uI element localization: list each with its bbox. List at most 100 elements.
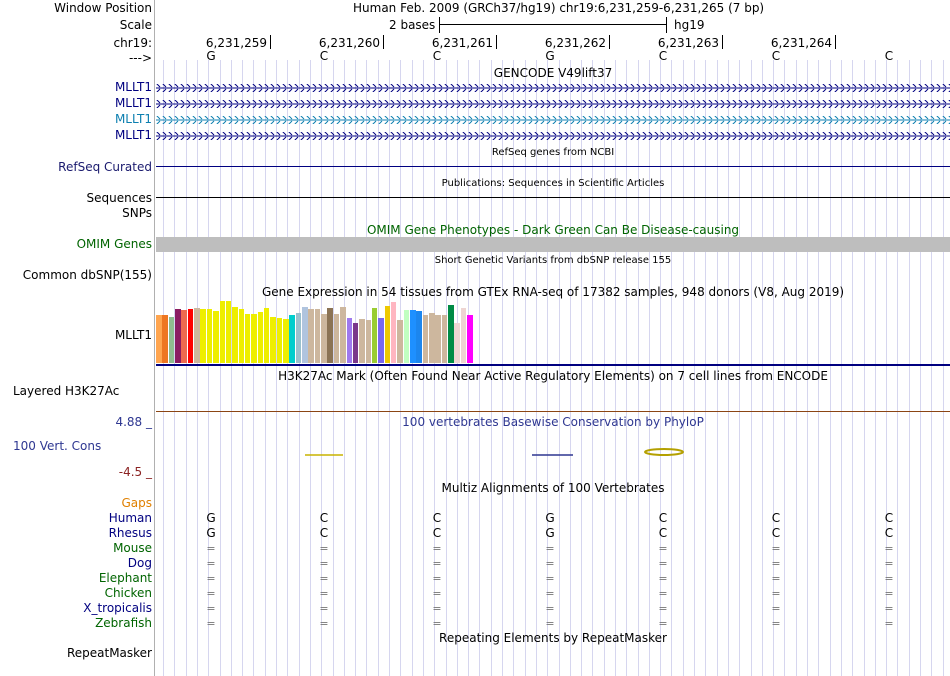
gtex-tissue-bar[interactable] [435, 315, 441, 363]
dbsnp-track-title[interactable]: Short Genetic Variants from dbSNP releas… [434, 255, 672, 266]
sequences-label[interactable]: Sequences [86, 191, 152, 205]
multiz-species-label[interactable]: X_tropicalis [83, 601, 152, 615]
gtex-tissue-bar[interactable] [378, 318, 384, 363]
conservation-track-title[interactable]: 100 vertebrates Basewise Conservation by… [402, 415, 704, 429]
multiz-species-label[interactable]: Human [108, 511, 152, 525]
gtex-tissue-bar[interactable] [327, 308, 333, 363]
gtex-tissue-bar[interactable] [390, 302, 397, 363]
dbsnp-label[interactable]: Common dbSNP(155) [22, 268, 152, 282]
grid-line [875, 60, 876, 676]
gtex-tissue-bar[interactable] [200, 309, 206, 363]
multiz-base: = [432, 542, 442, 555]
gtex-tissue-bar[interactable] [181, 310, 187, 363]
gaps-label[interactable]: Gaps [121, 496, 152, 510]
gtex-tissue-bar[interactable] [422, 315, 429, 363]
gtex-tissue-bar[interactable] [194, 308, 200, 363]
gencode-transcript-label[interactable]: MLLT1 [114, 128, 152, 142]
gtex-tissue-bar[interactable] [213, 311, 219, 363]
gtex-tissue-bar[interactable] [289, 315, 295, 363]
gtex-tissue-bar[interactable] [263, 308, 270, 363]
gtex-tissue-bar[interactable] [206, 309, 213, 363]
multiz-base: = [658, 557, 668, 570]
gtex-tissue-bar[interactable] [448, 305, 454, 363]
gencode-transcript-label[interactable]: MLLT1 [114, 96, 152, 110]
omim-label[interactable]: OMIM Genes [76, 237, 152, 251]
gtex-bar-chart[interactable] [156, 300, 556, 363]
gtex-tissue-bar[interactable] [397, 320, 403, 363]
gtex-tissue-bar[interactable] [403, 310, 410, 363]
gtex-tissue-bar[interactable] [460, 308, 467, 363]
conservation-label[interactable]: 100 Vert. Cons [13, 439, 102, 453]
publications-line[interactable] [156, 197, 950, 198]
refseq-gene-line[interactable] [156, 166, 950, 167]
gtex-gene-line [156, 364, 950, 366]
multiz-species-label[interactable]: Mouse [113, 541, 152, 555]
gtex-tissue-bar[interactable] [219, 301, 226, 363]
gtex-tissue-bar[interactable] [333, 314, 340, 363]
conservation-max-label: 4.88 _ [115, 415, 152, 429]
h3k27ac-label[interactable]: Layered H3K27Ac [13, 384, 120, 398]
gtex-tissue-bar[interactable] [321, 314, 327, 363]
multiz-track-title[interactable]: Multiz Alignments of 100 Vertebrates [441, 481, 665, 495]
omim-track-title[interactable]: OMIM Gene Phenotypes - Dark Green Can Be… [366, 223, 740, 237]
multiz-species-label[interactable]: Zebrafish [95, 616, 152, 630]
gtex-tissue-bar[interactable] [454, 323, 460, 363]
repeatmasker-label[interactable]: RepeatMasker [66, 646, 152, 660]
grid-line [525, 60, 526, 676]
gtex-tissue-bar[interactable] [244, 314, 251, 363]
multiz-species-label[interactable]: Rhesus [108, 526, 152, 540]
gtex-tissue-bar[interactable] [276, 318, 283, 363]
gtex-tissue-bar[interactable] [352, 323, 359, 363]
gtex-tissue-bar[interactable] [359, 319, 365, 363]
gtex-tissue-bar[interactable] [365, 320, 372, 363]
gencode-transcript-label[interactable]: MLLT1 [114, 80, 152, 94]
refseq-label[interactable]: RefSeq Curated [58, 160, 152, 174]
multiz-base: = [319, 542, 329, 555]
gtex-tissue-bar[interactable] [283, 319, 289, 363]
gtex-track-title[interactable]: Gene Expression in 54 tissues from GTEx … [261, 285, 845, 299]
gtex-tissue-bar[interactable] [238, 309, 245, 363]
gtex-tissue-bar[interactable] [429, 313, 435, 363]
gtex-tissue-bar[interactable] [467, 315, 473, 363]
multiz-base: = [432, 602, 442, 615]
gtex-tissue-bar[interactable] [168, 317, 175, 363]
gtex-tissue-bar[interactable] [384, 306, 391, 363]
multiz-base: = [206, 572, 216, 585]
grid-line [717, 60, 718, 676]
gtex-tissue-bar[interactable] [340, 307, 346, 363]
gencode-track-title[interactable]: GENCODE V49lift37 [493, 66, 613, 80]
gtex-tissue-bar[interactable] [251, 314, 257, 363]
gtex-tissue-bar[interactable] [232, 307, 238, 363]
gtex-tissue-bar[interactable] [156, 315, 162, 363]
gtex-tissue-bar[interactable] [295, 313, 302, 363]
gtex-tissue-bar[interactable] [416, 311, 422, 363]
gtex-tissue-bar[interactable] [371, 308, 378, 363]
gtex-tissue-bar[interactable] [302, 307, 308, 363]
snps-label[interactable]: SNPs [122, 206, 152, 220]
reference-base: G [206, 49, 216, 63]
gtex-tissue-bar[interactable] [308, 309, 314, 363]
multiz-species-label[interactable]: Elephant [98, 571, 152, 585]
gtex-tissue-bar[interactable] [346, 318, 353, 363]
repeatmasker-track-title[interactable]: Repeating Elements by RepeatMasker [439, 631, 667, 645]
gtex-tissue-bar[interactable] [270, 317, 276, 363]
gtex-tissue-bar[interactable] [410, 310, 416, 363]
multiz-species-label[interactable]: Chicken [104, 586, 152, 600]
gencode-transcript-label[interactable]: MLLT1 [114, 112, 152, 126]
gtex-tissue-bar[interactable] [441, 315, 448, 363]
gencode-transcripts[interactable] [156, 80, 950, 144]
omim-gene-bar[interactable] [156, 237, 950, 252]
gtex-tissue-bar[interactable] [257, 312, 264, 363]
refseq-track-title[interactable]: RefSeq genes from NCBI [491, 147, 615, 158]
grid-line [683, 60, 684, 676]
gtex-label[interactable]: MLLT1 [114, 328, 152, 342]
gtex-tissue-bar[interactable] [225, 301, 232, 363]
gtex-tissue-bar[interactable] [314, 309, 321, 363]
gtex-tissue-bar[interactable] [175, 309, 181, 363]
h3k27ac-track-title[interactable]: H3K27Ac Mark (Often Found Near Active Re… [278, 369, 828, 383]
multiz-species-label[interactable]: Dog [127, 556, 152, 570]
publications-track-title[interactable]: Publications: Sequences in Scientific Ar… [441, 178, 665, 189]
gtex-tissue-bar[interactable] [162, 315, 168, 363]
gtex-tissue-bar[interactable] [187, 309, 194, 363]
conservation-plot[interactable] [156, 440, 950, 470]
